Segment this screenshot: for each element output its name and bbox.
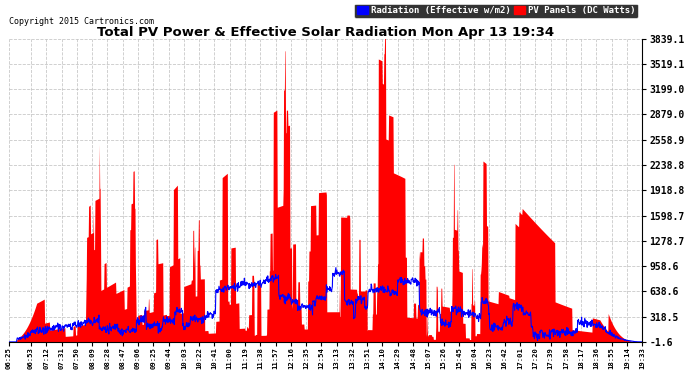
Legend: Radiation (Effective w/m2), PV Panels (DC Watts): Radiation (Effective w/m2), PV Panels (D… <box>355 4 638 18</box>
Text: Copyright 2015 Cartronics.com: Copyright 2015 Cartronics.com <box>8 18 154 27</box>
Title: Total PV Power & Effective Solar Radiation Mon Apr 13 19:34: Total PV Power & Effective Solar Radiati… <box>97 26 554 39</box>
